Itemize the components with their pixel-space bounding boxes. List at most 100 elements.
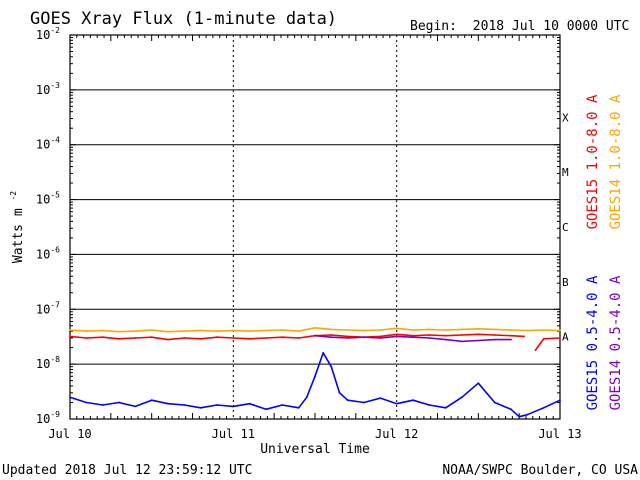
x-axis-title: Universal Time: [260, 442, 370, 457]
series-point-1: [297, 330, 300, 332]
x-tick-labels: Jul 10 Jul 11 Jul 12 Jul 13: [48, 427, 581, 441]
series-point-2: [461, 396, 463, 399]
flare-class-labels: X M C B A: [562, 111, 569, 343]
y-tick-label: 10-6: [36, 245, 60, 261]
series-point-0: [101, 336, 104, 339]
series-point-0: [118, 337, 120, 340]
series-point-2: [444, 406, 447, 409]
series-point-0: [183, 337, 186, 339]
flare-class-label: C: [562, 221, 569, 234]
series-point-1: [346, 329, 349, 331]
series-point-0: [167, 338, 169, 341]
series-point-0: [510, 334, 512, 337]
legend-entry-0: GOES15 1.0-8.0 A: [585, 94, 601, 229]
series-point-2: [510, 408, 512, 411]
series-point-2: [134, 405, 137, 408]
series-point-2: [305, 396, 308, 399]
x-tick-label: Jul 10: [48, 427, 91, 441]
series-point-2: [167, 402, 169, 405]
series-point-1: [314, 326, 316, 329]
legend-entry-1: GOES14 1.0-8.0 A: [608, 94, 624, 229]
series-point-3: [314, 334, 316, 337]
series-point-0: [85, 337, 88, 339]
y-tick-base: 10: [36, 357, 50, 371]
y-tick-label: 10-4: [36, 136, 60, 152]
series-point-3: [412, 336, 414, 339]
series-point-0: [559, 337, 561, 339]
y-tick-exp: -9: [50, 410, 60, 419]
series-point-2: [314, 375, 316, 378]
series-point-0: [150, 336, 153, 339]
y-tick-exp: -6: [50, 245, 60, 254]
series-point-2: [322, 352, 325, 354]
x-tick-label: Jul 13: [538, 427, 581, 441]
series-point-2: [412, 399, 414, 402]
series-point-1: [281, 329, 284, 331]
series-point-3: [346, 337, 349, 339]
series-point-2: [428, 404, 431, 406]
series-point-2: [330, 365, 333, 368]
series-point-0: [199, 337, 202, 340]
y-axis-title-text: Watts m: [11, 208, 26, 263]
series-point-0: [493, 334, 496, 336]
series-point-0: [428, 334, 431, 336]
series-point-2: [477, 382, 480, 385]
y-tick-base: 10: [36, 193, 50, 207]
series-point-0: [297, 337, 300, 339]
y-tick-label: 10-2: [36, 26, 60, 42]
y-tick-label: 10-8: [36, 355, 60, 371]
series-point-1: [559, 329, 561, 332]
flare-class-label: A: [562, 331, 569, 344]
y-tick-base: 10: [36, 138, 50, 152]
y-axis-title: Watts m -2: [9, 191, 26, 263]
series-point-2: [248, 402, 251, 405]
series-point-2: [395, 402, 398, 405]
series-point-0: [477, 333, 480, 336]
series-point-1: [477, 327, 480, 330]
series-point-0: [281, 336, 284, 339]
series-point-1: [412, 329, 414, 331]
y-tick-base: 10: [36, 302, 50, 316]
series-point-2: [69, 396, 71, 399]
series-point-3: [363, 336, 365, 339]
series-point-1: [101, 329, 104, 332]
series-point-1: [167, 330, 169, 333]
y-tick-base: 10: [36, 412, 50, 426]
series-point-1: [248, 330, 251, 332]
flare-class-label: X: [562, 111, 569, 124]
series-point-0: [69, 335, 71, 338]
y-tick-exp: -5: [50, 191, 60, 200]
plot-frame: [69, 34, 561, 420]
series-point-0: [265, 337, 267, 339]
series-point-2: [265, 408, 267, 411]
series-point-3: [428, 337, 431, 339]
series-point-3: [444, 338, 447, 341]
y-tick-label: 10-5: [36, 191, 60, 207]
series-point-2: [199, 406, 202, 409]
series-point-0: [379, 335, 382, 338]
y-tick-exp: -7: [50, 300, 60, 309]
series-point-0: [534, 349, 537, 351]
begin-label: Begin: 2018 Jul 10 0000 UTC: [410, 19, 629, 34]
y-tick-base: 10: [36, 247, 50, 261]
grid-layer: [70, 34, 560, 420]
flare-class-label: B: [562, 276, 569, 289]
y-axis-title-exp: -2: [9, 191, 18, 201]
series-point-1: [395, 327, 398, 330]
legend: GOES15 1.0-8.0 A GOES14 1.0-8.0 A GOES15 0…: [585, 94, 624, 410]
series-point-1: [69, 329, 71, 331]
series-point-1: [461, 328, 463, 331]
series-point-2: [559, 399, 561, 402]
series-point-3: [379, 337, 382, 339]
series-point-2: [363, 401, 365, 404]
series-point-0: [412, 334, 414, 337]
series-point-0: [395, 333, 398, 336]
y-tick-label: 10-3: [36, 81, 60, 97]
footer-credit: NOAA/SWPC Boulder, CO USA: [442, 463, 638, 478]
begin-label-prefix: Begin:: [410, 19, 457, 34]
series-point-2: [281, 404, 284, 406]
chart-title: GOES Xray Flux (1-minute data): [30, 9, 337, 29]
series-point-0: [444, 334, 447, 337]
series-point-3: [510, 338, 512, 341]
